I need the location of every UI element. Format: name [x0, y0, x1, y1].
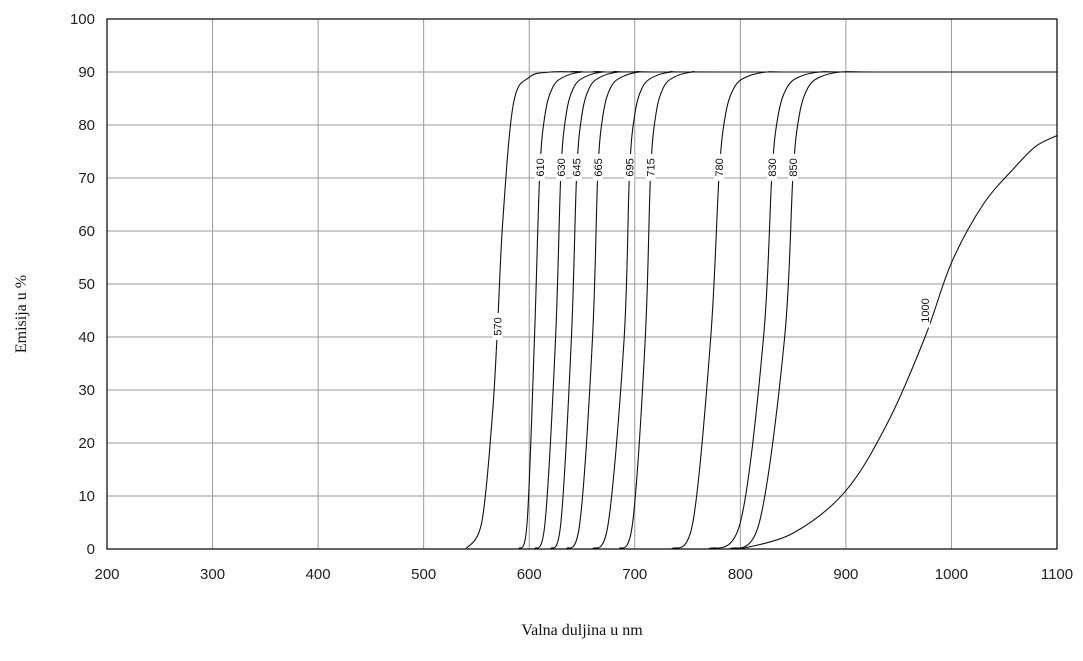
curve-label-695: 695: [625, 158, 637, 176]
y-tick-label: 40: [78, 329, 95, 346]
curve-label-bg: [920, 293, 931, 328]
plot-frame: [106, 18, 1058, 550]
curve-label-570: 570: [493, 317, 505, 335]
grid-lines: [106, 18, 1058, 550]
curve-label-610: 610: [535, 158, 547, 176]
y-tick-label: 50: [78, 276, 95, 293]
x-tick-label: 200: [94, 566, 119, 583]
y-tick-label: 60: [78, 223, 95, 240]
curve-label-bg: [714, 153, 725, 181]
x-tick-label: 1100: [1041, 566, 1073, 583]
y-tick-label: 70: [78, 170, 95, 187]
series-line-715: [618, 71, 1057, 550]
x-tick-label: 600: [517, 566, 542, 583]
series-line-850: [729, 71, 1057, 550]
curve-label-665: 665: [593, 158, 605, 176]
x-tick-label: 700: [622, 566, 647, 583]
curve-labels: 570 610 630 645 665 695 715 780 830 850 1000: [492, 153, 932, 340]
curve-label-715: 715: [646, 158, 658, 176]
curve-label-bg: [624, 153, 635, 181]
y-tick-labels: 0 10 20 30 40 50 60 70 80 90 100: [70, 11, 95, 558]
curve-label-bg: [788, 153, 799, 181]
curve-label-bg: [492, 312, 503, 340]
curve-label-1000: 1000: [920, 298, 932, 322]
curve-label-830: 830: [767, 158, 779, 176]
curve-label-bg: [592, 153, 603, 181]
curve-label-bg: [534, 153, 545, 181]
x-axis-label: Valna duljina u nm: [521, 622, 643, 639]
series-line-695: [592, 71, 1057, 550]
y-axis-label: Emisija u %: [13, 275, 30, 353]
curve-label-645: 645: [572, 158, 584, 176]
series-line-1000: [740, 135, 1058, 550]
curve-label-630: 630: [556, 158, 568, 176]
series-line-665: [565, 71, 1057, 550]
y-tick-label: 30: [78, 382, 95, 399]
series-line-570: [465, 71, 1057, 550]
y-tick-label: 80: [78, 117, 95, 134]
series-line-780: [671, 71, 1057, 550]
y-tick-label: 10: [78, 488, 95, 505]
curves: [465, 71, 1058, 550]
curve-label-bg: [555, 153, 566, 181]
series-line-645: [549, 71, 1057, 550]
series-line-830: [708, 71, 1057, 550]
curve-label-bg: [767, 153, 777, 181]
y-tick-label: 20: [78, 435, 95, 452]
x-tick-label: 300: [200, 566, 225, 583]
x-tick-label: 1000: [935, 566, 968, 583]
y-tick-label: 90: [78, 64, 95, 81]
x-tick-label: 400: [306, 566, 331, 583]
curve-label-780: 780: [714, 158, 726, 176]
x-tick-labels: 200 300 400 500 600 700 800 900 1000 1100: [94, 566, 1073, 583]
y-tick-label: 0: [87, 541, 95, 558]
curve-label-bg: [571, 153, 582, 181]
curve-label-850: 850: [788, 158, 800, 176]
x-tick-label: 500: [411, 566, 436, 583]
y-tick-label: 100: [70, 11, 95, 28]
x-tick-label: 800: [728, 566, 753, 583]
curve-label-bg: [645, 153, 656, 181]
x-tick-label: 900: [833, 566, 858, 583]
